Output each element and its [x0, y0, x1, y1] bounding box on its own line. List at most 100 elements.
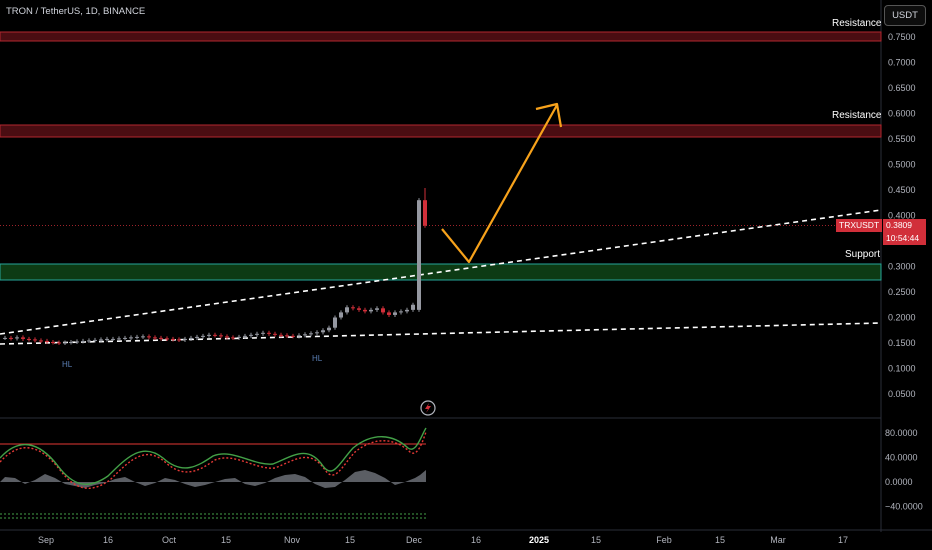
- candle-body: [339, 312, 343, 318]
- time-tick-label: 16: [103, 535, 113, 545]
- lower-trendline[interactable]: [0, 322, 882, 345]
- price-tick-label: 0.1500: [888, 338, 916, 348]
- projection-arrowhead: [535, 102, 563, 128]
- currency-button[interactable]: USDT: [884, 5, 926, 26]
- price-tick-label: 0.7000: [888, 58, 916, 68]
- price-tick-label: 0.2000: [888, 313, 916, 323]
- resistance-zone-mid[interactable]: [0, 124, 882, 138]
- candle-body: [63, 342, 67, 344]
- osc-tick-label: 80.0000: [885, 428, 918, 438]
- time-axis[interactable]: Sep 16 Oct 15 Nov 15 Dec 16 2025 15 Feb 15 Mar 17: [38, 535, 848, 545]
- candles-group[interactable]: [3, 187, 427, 346]
- time-tick-label: 15: [221, 535, 231, 545]
- upper-trendline[interactable]: [0, 209, 882, 335]
- time-tick-label: 15: [345, 535, 355, 545]
- osc-red-line: [0, 431, 427, 489]
- time-tick-label: Feb: [656, 535, 672, 545]
- candle-body: [255, 333, 259, 335]
- ticker-tag: TRXUSDT: [836, 219, 882, 232]
- candle-body: [225, 336, 229, 338]
- oscillator-axis[interactable]: 80.0000 40.0000 0.0000 −40.0000: [885, 428, 923, 512]
- candle-body: [9, 337, 13, 339]
- time-tick-label: Dec: [406, 535, 423, 545]
- oscillator-pane[interactable]: [0, 427, 427, 519]
- time-tick-label: Sep: [38, 535, 54, 545]
- candle-body: [315, 332, 319, 334]
- candle-body: [303, 334, 307, 336]
- candle-body: [219, 335, 223, 337]
- candle-body: [249, 334, 253, 336]
- time-tick-label: 16: [471, 535, 481, 545]
- candle-body: [39, 340, 43, 342]
- candle-body: [171, 338, 175, 340]
- candle-body: [33, 339, 37, 341]
- candle-body: [411, 304, 415, 310]
- price-tick-label: 0.3000: [888, 262, 916, 272]
- candle-body: [321, 330, 325, 333]
- price-tick-label: 0.6000: [888, 109, 916, 119]
- candle-body: [405, 309, 409, 312]
- hl-label-left: HL: [62, 360, 73, 369]
- candle-body: [207, 334, 211, 336]
- candle-body: [375, 308, 379, 310]
- candle-body: [369, 309, 373, 312]
- candle-body: [399, 311, 403, 313]
- candle-body: [57, 342, 61, 344]
- symbol-title[interactable]: TRON / TetherUS, 1D, BINANCE: [6, 6, 146, 17]
- time-tick-label: 2025: [529, 535, 549, 545]
- time-tick-label: Nov: [284, 535, 301, 545]
- candle-body: [111, 338, 115, 340]
- lightning-icon[interactable]: [420, 400, 436, 416]
- candle-body: [81, 340, 85, 342]
- candle-body: [153, 337, 157, 339]
- resistance-mid-label: Resistance: [832, 110, 882, 121]
- last-price-value: 0.3809: [886, 220, 912, 230]
- candle-body: [237, 336, 241, 338]
- candle-body: [393, 312, 397, 315]
- osc-tick-label: 40.0000: [885, 453, 918, 463]
- candle-body: [357, 308, 361, 310]
- candle-body: [159, 337, 163, 339]
- price-tick-label: 0.5500: [888, 134, 916, 144]
- osc-green-line: [0, 427, 427, 485]
- time-tick-label: Mar: [770, 535, 786, 545]
- candle-body: [183, 338, 187, 340]
- resistance-zone-top[interactable]: [0, 31, 882, 42]
- candle-body: [201, 335, 205, 337]
- candle-body: [15, 337, 19, 339]
- candle-body: [351, 307, 355, 309]
- candle-body: [75, 341, 79, 343]
- bar-countdown: 10:54:44: [886, 233, 920, 243]
- osc-histogram-area: [0, 470, 426, 488]
- price-tick-label: 0.6500: [888, 83, 916, 93]
- projection-arrow[interactable]: [441, 104, 558, 264]
- candle-body: [333, 317, 337, 328]
- candle-body: [165, 338, 169, 340]
- candle-body: [309, 333, 313, 335]
- candle-body: [189, 337, 193, 339]
- candle-body: [327, 327, 331, 331]
- candle-body: [243, 335, 247, 337]
- time-tick-label: 17: [838, 535, 848, 545]
- candle-body: [21, 337, 25, 339]
- candle-body: [27, 338, 31, 340]
- candle-body: [261, 332, 265, 334]
- candle-body: [177, 339, 181, 341]
- price-tick-label: 0.4000: [888, 211, 916, 221]
- candle-body: [213, 334, 217, 336]
- price-tick-label: 0.7500: [888, 32, 916, 42]
- candle-body: [105, 338, 109, 340]
- candle-body: [381, 308, 385, 313]
- support-label: Support: [845, 249, 881, 260]
- candle-body: [417, 200, 421, 310]
- candle-body: [117, 338, 121, 340]
- candle-body: [387, 312, 391, 315]
- candle-body: [3, 337, 7, 339]
- candle-body: [363, 309, 367, 312]
- time-tick-label: 15: [591, 535, 601, 545]
- candle-body: [267, 332, 271, 334]
- price-axis[interactable]: 0.7500 0.7000 0.6500 0.6000 0.5500 0.5000 0.45…: [888, 32, 916, 399]
- hl-label-right: HL: [312, 354, 323, 363]
